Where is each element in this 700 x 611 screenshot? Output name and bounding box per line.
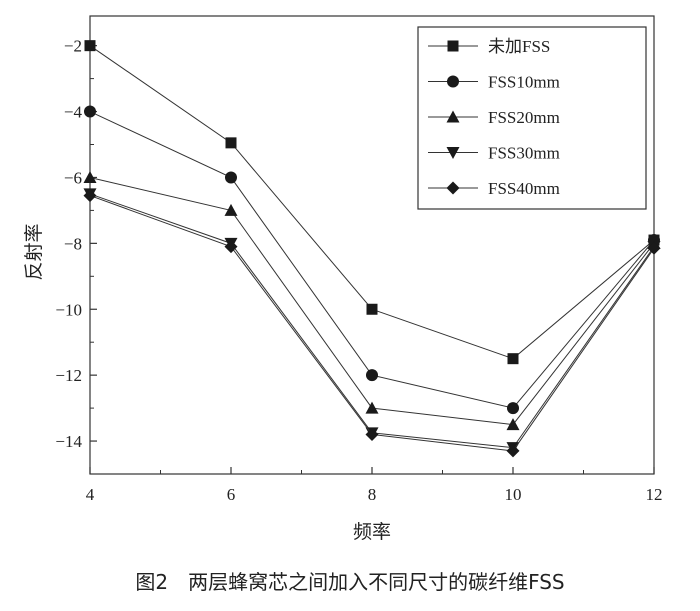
y-tick-label: −8 (64, 234, 82, 253)
x-tick-label: 8 (368, 485, 377, 504)
data-point (225, 137, 237, 149)
data-point (224, 203, 238, 216)
data-point (224, 240, 238, 254)
legend-label: FSS30mm (488, 144, 560, 163)
series-4 (83, 189, 661, 458)
data-point (507, 402, 519, 415)
data-point (506, 418, 520, 431)
data-point (365, 427, 379, 441)
x-tick-label: 12 (646, 485, 663, 504)
data-point (84, 40, 96, 52)
data-point (507, 353, 519, 365)
axis-ticks: 4 6 8 10 12 −2 −4 −6 −8 −10 −12 −14 (55, 37, 662, 504)
series-2 (83, 170, 661, 431)
legend-label: FSS20mm (488, 108, 560, 127)
data-point (647, 241, 661, 255)
legend-label: 未加FSS (488, 37, 550, 56)
series-1 (84, 105, 660, 415)
y-tick-label: −6 (64, 168, 82, 187)
data-point (84, 105, 96, 118)
legend-item: 未加FSS (428, 37, 550, 56)
y-tick-label: −10 (55, 300, 82, 319)
figure-caption: 图2 两层蜂窝芯之间加入不同尺寸的碳纤维FSS (135, 570, 565, 594)
y-tick-label: −2 (64, 37, 82, 56)
legend-marker (446, 147, 460, 159)
data-point (83, 170, 97, 183)
legend-marker (447, 40, 459, 52)
data-point (366, 369, 378, 382)
legend-item: FSS30mm (428, 144, 560, 163)
legend-item: FSS20mm (428, 108, 560, 127)
data-point (83, 189, 97, 203)
data-point (225, 171, 237, 184)
x-tick-label: 4 (86, 485, 95, 504)
legend-label: FSS10mm (488, 73, 560, 92)
data-point (366, 303, 378, 315)
legend-label: FSS40mm (488, 179, 560, 198)
legend-marker (447, 75, 459, 88)
y-tick-label: −4 (64, 103, 83, 122)
x-axis-title: 频率 (353, 521, 391, 543)
data-point (506, 444, 520, 458)
legend-marker (446, 110, 460, 123)
y-axis-title: 反射率 (23, 223, 45, 280)
legend-item: FSS10mm (428, 73, 560, 92)
legend-item: FSS40mm (428, 179, 560, 198)
series-layer (83, 40, 661, 458)
x-tick-label: 10 (505, 485, 522, 504)
series-3 (83, 188, 661, 455)
legend: 未加FSS FSS10mm FSS20mm FSS30mm FSS40mm (417, 26, 647, 210)
y-tick-label: −12 (55, 366, 82, 385)
legend-marker (446, 181, 460, 195)
x-tick-label: 6 (227, 485, 236, 504)
series-line (89, 176, 655, 426)
y-tick-label: −14 (55, 432, 82, 451)
data-point (365, 401, 379, 414)
